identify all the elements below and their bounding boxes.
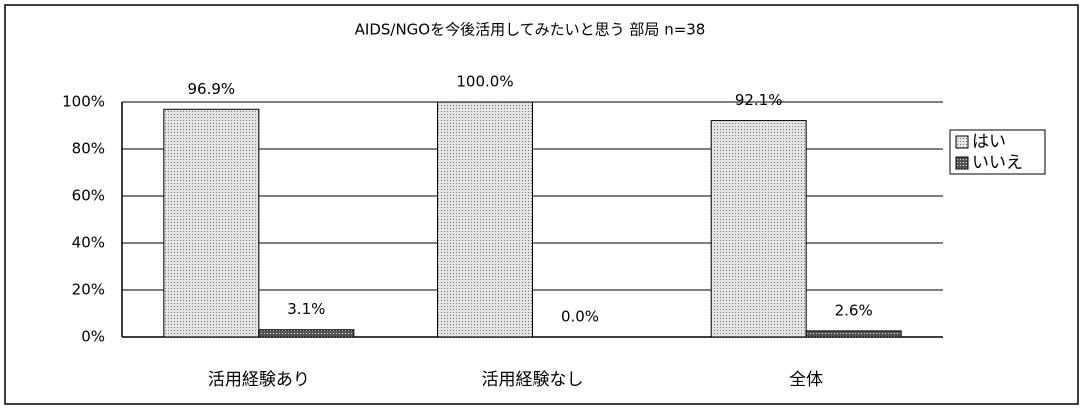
bar (805, 330, 902, 338)
y-tick-label: 20% (72, 281, 105, 299)
data-label: 100.0% (456, 73, 513, 91)
bar (163, 108, 260, 338)
bar (710, 120, 807, 338)
y-tick-label: 100% (62, 93, 105, 111)
x-tick-label: 全体 (789, 370, 823, 390)
chart-title: AIDS/NGOを今後活用してみたいと思う 部局 n=38 (355, 21, 706, 39)
data-label: 3.1% (287, 300, 325, 318)
y-tick-label: 80% (72, 140, 105, 158)
bar (258, 329, 355, 338)
data-label: 92.1% (735, 91, 783, 109)
data-label: 0.0% (561, 308, 599, 326)
y-tick-label: 60% (72, 187, 105, 205)
bar (437, 101, 533, 338)
data-label: 2.6% (835, 301, 873, 319)
legend-swatch (955, 135, 969, 149)
legend-label: いいえ (972, 153, 1023, 173)
legend-swatch (955, 156, 969, 170)
x-tick-label: 活用経験あり (208, 370, 310, 390)
y-tick-label: 40% (72, 234, 105, 252)
x-tick-label: 活用経験なし (482, 370, 584, 390)
legend-label: はい (972, 132, 1006, 152)
y-tick-label: 0% (81, 328, 105, 346)
data-label: 96.9% (188, 80, 236, 98)
